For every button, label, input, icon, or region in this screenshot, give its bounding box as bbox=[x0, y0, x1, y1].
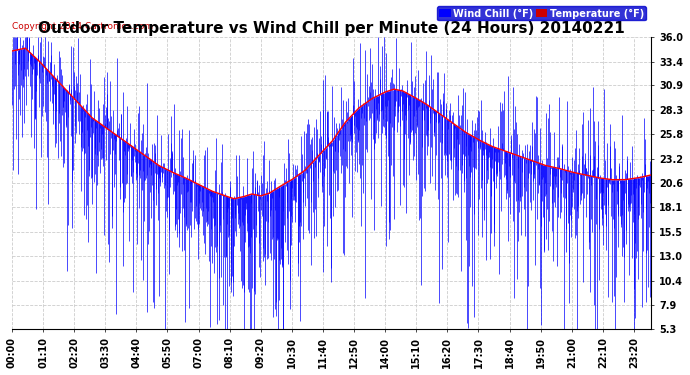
Title: Outdoor Temperature vs Wind Chill per Minute (24 Hours) 20140221: Outdoor Temperature vs Wind Chill per Mi… bbox=[38, 21, 625, 36]
Text: Copyright 2014 Cartronics.com: Copyright 2014 Cartronics.com bbox=[12, 22, 153, 31]
Legend: Wind Chill (°F), Temperature (°F): Wind Chill (°F), Temperature (°F) bbox=[437, 6, 647, 21]
